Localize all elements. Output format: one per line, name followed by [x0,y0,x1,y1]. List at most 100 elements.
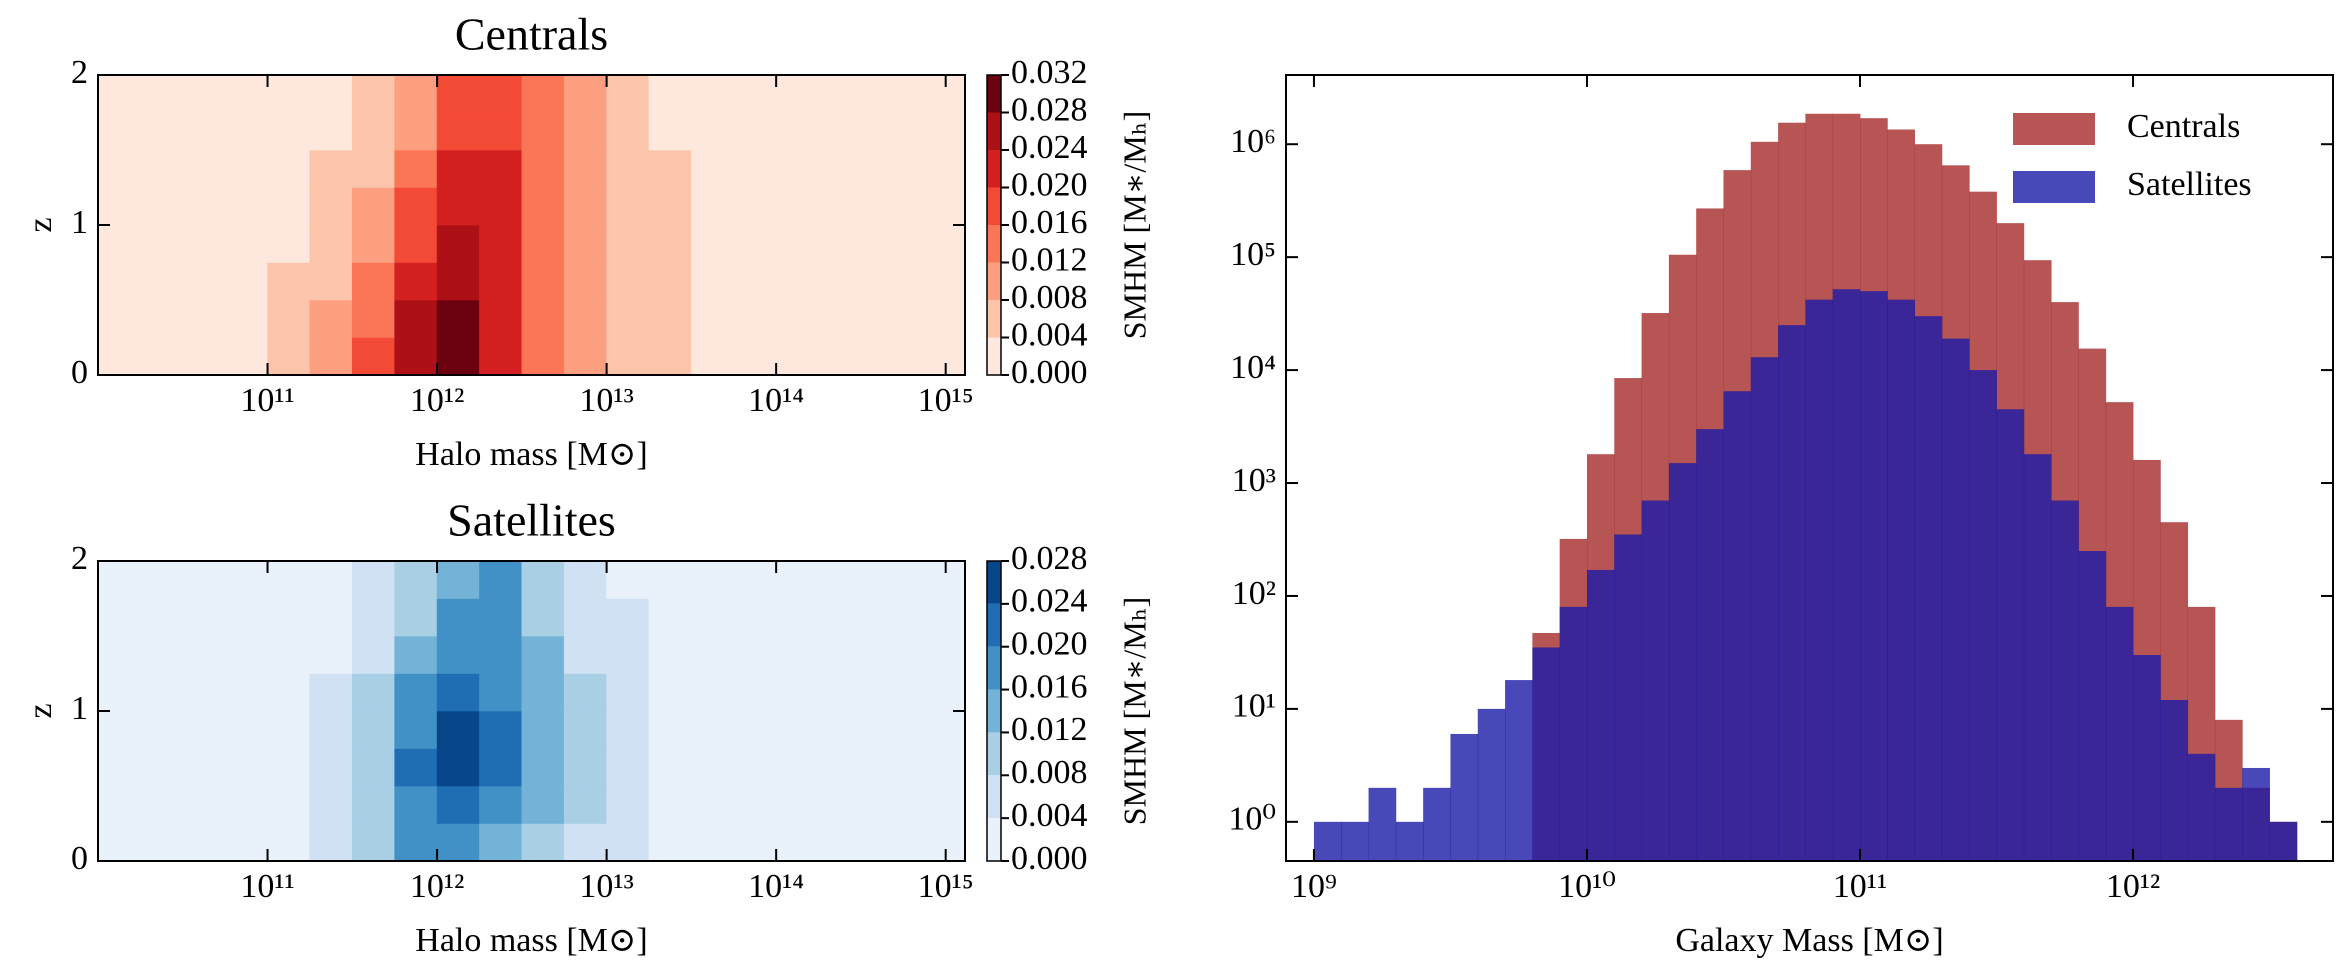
colorbar: 0.000 0.004 0.008 0.012 0.016 0.020 0.024 0.028… [986,540,1152,877]
contour-cell [98,337,141,375]
legend-swatch [2013,171,2095,203]
contour-cell [860,823,904,861]
x-tick-label: 10¹⁰ [1558,868,1616,905]
contour-cell [945,710,965,749]
contour-cell [563,673,607,712]
contour-cell [309,187,353,226]
contour-cell [394,299,438,338]
contour-cell [267,149,311,188]
y-tick-label: 1 [71,204,88,241]
contour-cell [309,299,353,338]
contour-cell [733,673,777,712]
histogram-bar [2051,500,2079,861]
contour-cell [436,748,480,787]
contour-cell [860,635,904,674]
histogram-bar [1832,289,1861,861]
contour-cell [818,823,862,861]
contour-cell [818,748,862,787]
histogram-bar [1450,733,1479,861]
contour-cell [479,224,523,263]
y-tick-label: 10¹ [1232,688,1276,725]
contour-cell [606,75,650,113]
legend-label: Centrals [2127,108,2240,145]
colorbar-tick-label: 0.012 [1011,711,1088,748]
contour-cell [309,149,353,188]
y-tick-label: 10⁵ [1230,236,1276,273]
contour-cell [691,561,735,599]
contour-cell [733,823,777,861]
contour-cell [648,299,692,338]
histogram-bar [1641,500,1670,861]
contour-cell [224,823,268,861]
x-tick-label: 10¹³ [579,382,633,419]
contour-cell [351,149,395,188]
contour-cell [691,187,735,226]
contour-cell [902,337,946,375]
contour-cell [860,149,904,188]
contour-cell [775,748,819,787]
histogram-bar [1341,821,1369,861]
x-axis-label: Galaxy Mass [M⊙] [1675,922,1943,959]
contour-cell [860,710,904,749]
contour-cell [224,598,268,637]
histogram-bar [1395,821,1424,861]
contour-cell [182,710,226,749]
contour-cell [775,598,819,637]
histogram-bar [2023,454,2052,861]
colorbar-band [987,561,1001,604]
contour-cell [521,149,565,188]
contour-cell [818,75,862,113]
contour-cell [606,149,650,188]
contour-cell [945,75,965,113]
contour-cell [606,224,650,263]
colorbar-tick-label: 0.032 [1011,54,1088,91]
contour-cell [224,635,268,674]
histogram-bar [1696,429,1724,861]
axes: 10⁹ 10¹⁰ 10¹¹ 10¹² 10⁰ 10¹ 10² 10³ 10⁴ 10⁵ 10⁶ Gala… [1228,74,2334,959]
contour-cell [224,785,268,824]
colorbar-frame [986,560,1002,862]
contour-cell [902,112,946,151]
chart-title: Satellites [447,495,616,546]
plot-area [98,561,965,861]
contour-cell [182,785,226,824]
contour-cell [140,785,184,824]
contour-cell [521,710,565,749]
contour-cell [436,337,480,375]
contour-cell [351,262,395,301]
colorbar-band [987,818,1001,861]
contour-cell [436,262,480,301]
colorbar-tick-label: 0.008 [1011,754,1088,791]
contour-cell [860,748,904,787]
y-axis-label: z [22,703,59,718]
contour-cell [98,149,141,188]
contour-cell [775,187,819,226]
contour-cell [563,262,607,301]
contour-cell [945,561,965,599]
contour-cell [479,823,523,861]
contour-cell [648,635,692,674]
colorbar-tick-label: 0.016 [1011,204,1088,241]
colorbar-band [987,337,1001,375]
contour-cell [140,710,184,749]
contour-cell [775,635,819,674]
contour-cell [691,598,735,637]
contour-cell [945,785,965,824]
x-axis-label: Halo mass [M⊙] [415,436,647,473]
contour-cell [267,710,311,749]
contour-cell [775,785,819,824]
contour-cell [436,149,480,188]
contour-cell [648,224,692,263]
contour-cell [606,823,650,861]
colorbar-tick-label: 0.016 [1011,668,1088,705]
contour-cell [902,561,946,599]
contour-cell [775,262,819,301]
contour-cell [267,823,311,861]
contour-cell [648,112,692,151]
contour-cell [224,748,268,787]
colorbar-tick-label: 0.028 [1011,540,1088,577]
contour-cell [436,561,480,599]
colorbar-band [987,112,1001,150]
contour-cell [860,673,904,712]
contour-cell [691,112,735,151]
